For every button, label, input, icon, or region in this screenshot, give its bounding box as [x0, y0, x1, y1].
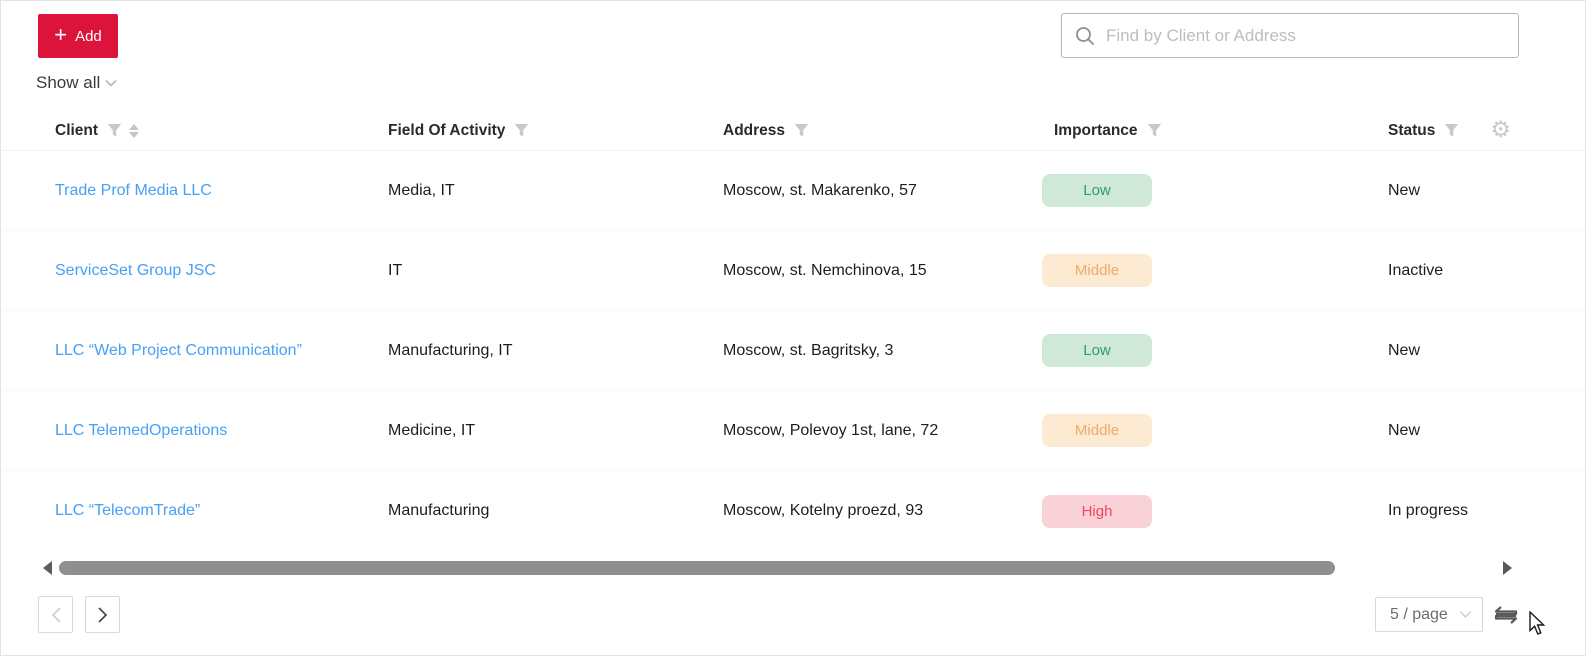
filter-icon[interactable]	[1444, 123, 1459, 138]
filter-icon[interactable]	[794, 123, 809, 138]
filter-icon[interactable]	[107, 123, 122, 138]
address-cell: Moscow, st. Bagritsky, 3	[723, 341, 894, 359]
column-label: Client	[55, 121, 99, 139]
column-header-importance: Importance	[1054, 122, 1388, 140]
status-cell: In progress	[1388, 502, 1469, 519]
importance-badge: Low	[1042, 174, 1152, 207]
column-header-client: Client	[55, 122, 388, 140]
chevron-down-icon	[1459, 610, 1472, 619]
clients-table: Client Field Of Activity Address Importa…	[1, 111, 1585, 551]
mouse-cursor	[1529, 611, 1546, 635]
swap-columns-button[interactable]	[1493, 603, 1519, 627]
page-size-select[interactable]: 5 / page	[1375, 597, 1483, 632]
client-link[interactable]: LLC “Web Project Communication”	[55, 341, 302, 359]
importance-badge: Middle	[1042, 254, 1152, 287]
activity-cell: Medicine, IT	[388, 421, 476, 439]
column-header-address: Address	[723, 122, 1054, 140]
importance-badge: Low	[1042, 334, 1152, 367]
table-row: LLC “Web Project Communication” Manufact…	[1, 311, 1585, 391]
sort-icon[interactable]	[129, 123, 140, 138]
address-cell: Moscow, st. Makarenko, 57	[723, 181, 917, 199]
swap-horizontal-icon	[1494, 606, 1518, 624]
add-client-button[interactable]: + Add	[38, 14, 118, 58]
plus-icon: +	[54, 22, 68, 47]
search-input[interactable]	[1106, 25, 1506, 46]
client-link[interactable]: Trade Prof Media LLC	[55, 181, 212, 199]
importance-badge: High	[1042, 494, 1152, 528]
scroll-left-icon[interactable]	[43, 561, 52, 575]
search-icon	[1076, 26, 1095, 45]
pagination-prev-button[interactable]	[38, 596, 73, 633]
address-cell: Moscow, st. Nemchinova, 15	[723, 261, 927, 279]
add-button-label: Add	[75, 27, 102, 45]
chevron-right-icon	[97, 606, 107, 623]
status-cell: Inactive	[1388, 261, 1444, 279]
horizontal-scrollbar-thumb[interactable]	[59, 561, 1335, 575]
page-size-value: 5 / page	[1390, 605, 1448, 623]
activity-cell: Media, IT	[388, 181, 455, 199]
gear-icon[interactable]: ⚙	[1490, 117, 1511, 143]
column-label: Status	[1388, 121, 1436, 139]
address-cell: Moscow, Kotelny proezd, 93	[723, 502, 924, 519]
client-link[interactable]: ServiceSet Group JSC	[55, 261, 216, 279]
filter-icon[interactable]	[1147, 123, 1162, 138]
chevron-left-icon	[51, 606, 61, 623]
filter-icon[interactable]	[514, 123, 529, 138]
status-cell: New	[1388, 341, 1421, 359]
show-all-label: Show all	[36, 73, 101, 92]
importance-badge: Middle	[1042, 414, 1152, 447]
client-link[interactable]: LLC “TelecomTrade”	[55, 502, 201, 519]
status-cell: New	[1388, 421, 1421, 439]
chevron-down-icon	[105, 79, 117, 87]
address-cell: Moscow, Polevoy 1st, lane, 72	[723, 421, 939, 439]
table-row: ServiceSet Group JSC IT Moscow, st. Nemc…	[1, 231, 1585, 311]
table-header-row: Client Field Of Activity Address Importa…	[1, 111, 1585, 151]
table-row: Trade Prof Media LLC Media, IT Moscow, s…	[1, 151, 1585, 231]
column-label: Field Of Activity	[388, 121, 506, 139]
search-box	[1061, 13, 1519, 58]
activity-cell: Manufacturing	[388, 502, 490, 519]
column-header-status: Status ⚙	[1388, 119, 1511, 142]
column-label: Address	[723, 121, 786, 139]
table-row: LLC “TelecomTrade” Manufacturing Moscow,…	[1, 471, 1585, 551]
show-all-dropdown[interactable]: Show all	[36, 73, 117, 93]
pagination-next-button[interactable]	[85, 596, 120, 633]
activity-cell: Manufacturing, IT	[388, 341, 513, 359]
activity-cell: IT	[388, 261, 403, 279]
scroll-right-icon[interactable]	[1503, 561, 1512, 575]
client-link[interactable]: LLC TelemedOperations	[55, 421, 228, 439]
column-label: Importance	[1054, 121, 1138, 139]
table-row: LLC TelemedOperations Medicine, IT Mosco…	[1, 391, 1585, 471]
column-header-activity: Field Of Activity	[388, 122, 723, 140]
status-cell: New	[1388, 181, 1421, 199]
